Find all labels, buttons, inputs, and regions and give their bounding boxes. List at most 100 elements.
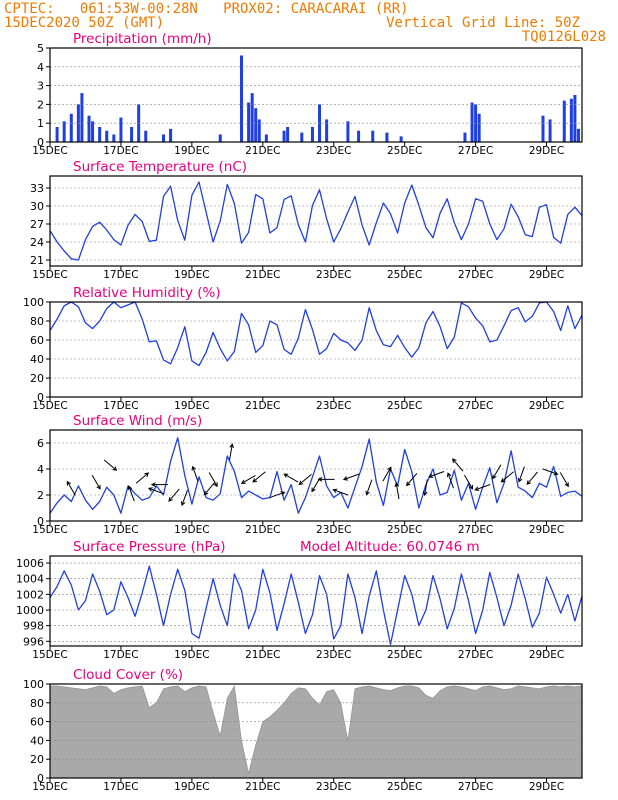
temp-ytick-label: 24 (30, 236, 44, 249)
pressure-xtick-label: 29DEC (529, 649, 564, 661)
wind-arrow (474, 484, 491, 491)
temp-xtick-label: 29DEC (529, 269, 564, 281)
precip-bar (325, 119, 329, 142)
pressure-line (49, 565, 583, 646)
precip-ytick-label: 1 (37, 117, 44, 130)
pressure-xtick-label: 19DEC (174, 649, 209, 661)
precip-xtick-label: 27DEC (458, 145, 493, 157)
wind-xtick-label: 19DEC (174, 524, 209, 536)
precip-bar (346, 121, 350, 142)
pressure-ytick-label: 1006 (16, 557, 44, 570)
temp-xtick-label: 23DEC (316, 269, 351, 281)
cloud-ytick-label: 80 (30, 697, 44, 710)
cloud-frame (49, 683, 583, 779)
humidity-frame (49, 301, 583, 398)
humidity-xtick-label: 21DEC (245, 400, 280, 412)
wind-arrow (492, 464, 502, 480)
pressure-xtick-label: 15DEC (32, 649, 67, 661)
wind-xtick-label: 17DEC (103, 524, 138, 536)
precip-bar (470, 102, 474, 142)
precip-bar (371, 130, 375, 142)
precip-xtick-label: 15DEC (32, 145, 67, 157)
precip-bar (576, 128, 580, 142)
wind-xtick-label: 29DEC (529, 524, 564, 536)
cloud-xtick-label: 17DEC (103, 781, 138, 793)
precip-ytick-label: 0 (37, 136, 44, 149)
wind-arrow (298, 473, 312, 486)
humidity-xtick-label: 29DEC (529, 400, 564, 412)
wind-arrow (91, 474, 101, 490)
humidity-line (49, 301, 583, 367)
precip-bar (264, 134, 268, 142)
precip-ytick-label: 3 (37, 80, 44, 93)
pressure-title: Surface Pressure (hPa) (73, 539, 226, 555)
precip-bar (463, 132, 467, 142)
temp-xtick-label: 15DEC (32, 269, 67, 281)
wind-ytick-label: 0 (37, 515, 44, 528)
temp-ytick-label: 33 (30, 182, 44, 195)
precip-bar (385, 132, 389, 142)
precip-bar (300, 132, 304, 142)
precip-bar (477, 113, 481, 142)
pressure-ytick-label: 1004 (16, 573, 44, 586)
humidity-xtick-label: 23DEC (316, 400, 351, 412)
precip-bar (112, 134, 116, 142)
precip-bar (399, 136, 403, 142)
pressure-xtick-label: 23DEC (316, 649, 351, 661)
wind-xtick-label: 15DEC (32, 524, 67, 536)
precip-xtick-label: 23DEC (316, 145, 351, 157)
header-code: TQ0126L028 (521, 29, 606, 45)
precip-frame (49, 47, 583, 143)
humidity-xtick-label: 17DEC (103, 400, 138, 412)
precip-bar (548, 119, 552, 142)
precip-bar (69, 113, 73, 142)
humidity-xtick-label: 25DEC (387, 400, 422, 412)
wind-arrow (103, 459, 118, 471)
wind-arrow (446, 472, 454, 489)
wind-arrow (559, 472, 569, 488)
wind-xtick-label: 27DEC (458, 524, 493, 536)
humidity-ytick-label: 20 (30, 372, 44, 385)
wind-arrow (208, 472, 218, 488)
precip-bar (247, 102, 251, 142)
header-grid-note: Vertical Grid Line: 50Z (386, 15, 580, 31)
precip-xtick-label: 25DEC (387, 145, 422, 157)
precip-xtick-label: 21DEC (245, 145, 280, 157)
precip-bar (357, 130, 361, 142)
precip-bar (98, 126, 102, 142)
humidity-xtick-label: 15DEC (32, 400, 67, 412)
temp-xtick-label: 25DEC (387, 269, 422, 281)
header-station: CPTEC: 061:53W-00:28N PROX02: CARACARAI … (4, 1, 409, 17)
wind-arrow (382, 466, 392, 482)
wind-arrow (150, 482, 168, 487)
cloud-xtick-label: 25DEC (387, 781, 422, 793)
wind-xtick-label: 23DEC (316, 524, 351, 536)
cloud-title: Cloud Cover (%) (73, 667, 183, 683)
precip-bar (310, 126, 314, 142)
wind-arrow (342, 473, 360, 481)
wind-arrow (135, 472, 150, 484)
precip-bar (119, 117, 123, 142)
precip-bar (254, 108, 258, 142)
humidity-xtick-label: 19DEC (174, 400, 209, 412)
cloud-ytick-label: 0 (37, 772, 44, 785)
wind-arrow (168, 488, 180, 502)
pressure-ytick-label: 998 (23, 620, 44, 633)
wind-arrow (500, 471, 514, 483)
precip-bar (250, 93, 254, 142)
precip-xtick-label: 19DEC (174, 145, 209, 157)
precip-bar (573, 95, 577, 142)
wind-arrow (517, 466, 525, 483)
wind-arrow (332, 488, 349, 496)
precip-ytick-label: 4 (37, 61, 44, 74)
wind-ytick-label: 6 (37, 437, 44, 450)
wind-arrow (542, 468, 559, 476)
pressure-xtick-label: 21DEC (245, 649, 280, 661)
precip-bar (62, 121, 66, 142)
wind-arrow (283, 473, 299, 483)
precip-xtick-label: 29DEC (529, 145, 564, 157)
wind-frame (49, 429, 583, 522)
temp-ytick-label: 21 (30, 254, 44, 267)
precip-bar (282, 130, 286, 142)
wind-arrow (422, 479, 428, 497)
